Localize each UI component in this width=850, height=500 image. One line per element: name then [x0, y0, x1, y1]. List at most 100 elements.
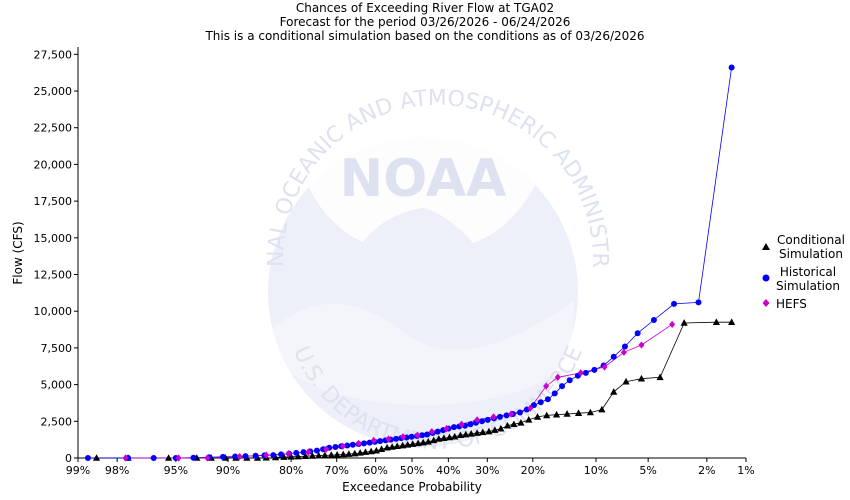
historical-simulation-point [150, 455, 157, 461]
hefs-point [669, 320, 676, 329]
legend-circle-icon [762, 274, 770, 282]
historical-simulation-point [551, 390, 558, 397]
chart-title-line-1: Chances of Exceeding River Flow at TGA02 [296, 1, 554, 15]
y-tick-label: 10,000 [34, 305, 73, 318]
conditional-simulation-point [393, 442, 401, 450]
conditional-simulation-point [563, 410, 571, 417]
historical-simulation-point [360, 440, 367, 447]
historical-simulation-point [252, 452, 259, 459]
conditional-simulation-point [280, 453, 288, 460]
hefs-point [370, 436, 377, 444]
conditional-simulation-point [339, 450, 347, 458]
legend-label-hefs: HEFS [776, 297, 807, 311]
conditional-simulation-point [164, 454, 173, 461]
historical-simulation-point [478, 418, 485, 425]
conditional-simulation-point [327, 451, 335, 458]
conditional-simulation-point [451, 432, 459, 440]
y-tick-label: 2,500 [41, 415, 73, 428]
y-tick-label: 5,000 [41, 379, 73, 392]
historical-simulation-point [484, 416, 491, 423]
hefs-point [175, 454, 182, 462]
conditional-simulation-point [388, 443, 396, 450]
conditional-simulation-point [351, 449, 359, 457]
conditional-simulation-point [533, 413, 542, 420]
hefs-point [638, 341, 645, 349]
noaa-bird-icon [300, 120, 546, 243]
x-tick-label: 10% [584, 464, 608, 477]
x-tick-label: 99% [66, 464, 90, 477]
historical-simulation-point [467, 421, 474, 428]
conditional-simulation-point [308, 452, 317, 459]
series-markers [84, 64, 736, 462]
x-tick-label: 2% [698, 464, 715, 477]
conditional-simulation-point [377, 445, 386, 452]
historical-simulation-point [544, 396, 551, 403]
hefs-point [236, 452, 243, 461]
conditional-simulation-point [517, 418, 525, 426]
conditional-simulation-point [435, 435, 443, 442]
historical-simulation-point [516, 409, 523, 416]
legend-label-historical-1: Historical [780, 265, 836, 279]
historical-simulation-point [566, 377, 573, 384]
x-tick-label: 60% [363, 464, 387, 477]
historical-simulation-point [530, 402, 537, 409]
hefs-point [508, 410, 515, 418]
historical-simulation-point [366, 439, 373, 446]
hefs-point [428, 427, 435, 436]
conditional-simulation-point [333, 450, 341, 458]
conditional-simulation-point [598, 405, 606, 413]
x-tick-label: 20% [521, 464, 545, 477]
conditional-simulation-point [574, 409, 583, 417]
chart-title-line-3: This is a conditional simulation based o… [204, 29, 644, 43]
noaa-wave-icon [270, 300, 575, 405]
historical-simulation-point [190, 454, 197, 461]
legend-diamond-icon [762, 299, 770, 307]
chart-title-line-2: Forecast for the period 03/26/2026 - 06/… [280, 15, 571, 29]
noaa-center-text: NOAA [340, 149, 507, 209]
hefs-point [414, 431, 421, 439]
historical-simulation-point [503, 412, 510, 419]
conditional-simulation-point [315, 451, 323, 459]
conditional-simulation-point [485, 427, 493, 435]
conditional-simulation-point [586, 408, 595, 416]
legend-label-conditional-2: Simulation [779, 247, 843, 261]
x-tick-label: 1% [737, 464, 754, 477]
conditional-simulation-point [680, 319, 688, 326]
historical-simulation-point [559, 383, 566, 390]
conditional-simulation-point [552, 410, 561, 418]
conditional-simulation-point [462, 430, 470, 438]
x-axis-title: Exceedance Probability [342, 480, 482, 494]
conditional-simulation-point [712, 318, 720, 326]
y-tick-label: 25,000 [34, 85, 73, 98]
historical-simulation-point [232, 453, 239, 460]
hefs-point [399, 433, 406, 441]
x-tick-label: 98% [105, 464, 129, 477]
historical-simulation-point [496, 413, 503, 420]
conditional-simulation-point [728, 318, 736, 326]
y-tick-label: 0 [65, 452, 72, 465]
y-tick-label: 15,000 [34, 232, 73, 245]
conditional-simulation-point [491, 426, 499, 433]
historical-simulation-point [408, 433, 415, 440]
conditional-simulation-point [356, 449, 364, 456]
conditional-simulation-point [294, 452, 302, 460]
hefs-point [339, 442, 346, 450]
conditional-simulation-point [383, 443, 391, 451]
hefs-point [543, 382, 550, 390]
historical-simulation-point [377, 438, 384, 445]
hefs-point [527, 404, 534, 412]
conditional-simulation-point [610, 388, 618, 395]
x-tick-label: 95% [164, 464, 188, 477]
historical-simulation-point [332, 443, 339, 450]
hefs-point [601, 363, 608, 371]
x-tick-label: 90% [216, 464, 240, 477]
x-tick-label: 70% [324, 464, 348, 477]
legend-triangle-icon [762, 243, 770, 250]
conditional-simulation-point [525, 416, 533, 423]
conditional-simulation-point [345, 450, 353, 457]
historical-simulation-point [393, 435, 400, 442]
legend-item-conditional: Conditional Simulation [762, 233, 845, 261]
conditional-simulation-point [622, 377, 630, 385]
historical-simulation-point [621, 343, 628, 350]
historical-simulation-point [434, 428, 441, 435]
